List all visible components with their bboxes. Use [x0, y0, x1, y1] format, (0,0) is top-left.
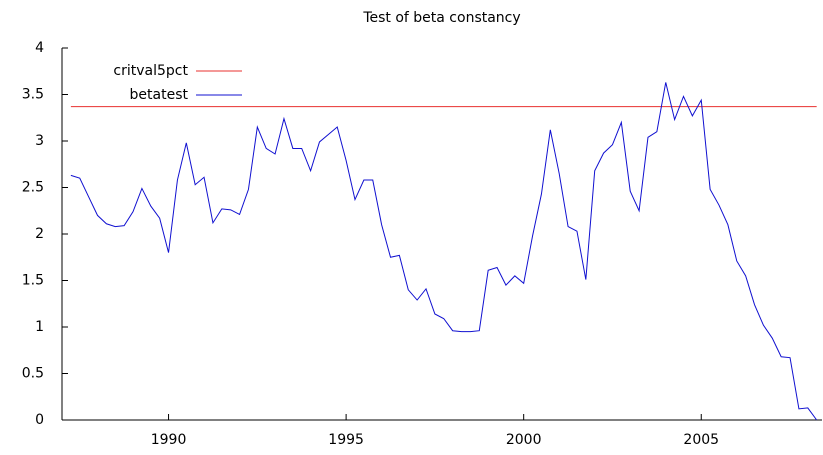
x-tick-label: 1995 — [328, 432, 364, 448]
y-tick-label: 2 — [35, 226, 44, 242]
chart-title: Test of beta constancy — [362, 10, 520, 26]
y-tick-label: 1.5 — [22, 273, 44, 289]
x-tick-label: 1990 — [151, 432, 187, 448]
x-tick-label: 2000 — [506, 432, 542, 448]
y-tick-label: 3 — [35, 133, 44, 149]
y-tick-label: 1 — [35, 319, 44, 335]
y-tick-label: 4 — [35, 40, 44, 56]
legend-label: betatest — [130, 87, 189, 103]
x-tick-label: 2005 — [683, 432, 719, 448]
y-tick-label: 0.5 — [22, 366, 44, 382]
y-tick-label: 3.5 — [22, 87, 44, 103]
y-tick-label: 0 — [35, 412, 44, 428]
series-line — [70, 82, 818, 421]
legend-label: critval5pct — [113, 63, 188, 79]
y-tick-label: 2.5 — [22, 180, 44, 196]
